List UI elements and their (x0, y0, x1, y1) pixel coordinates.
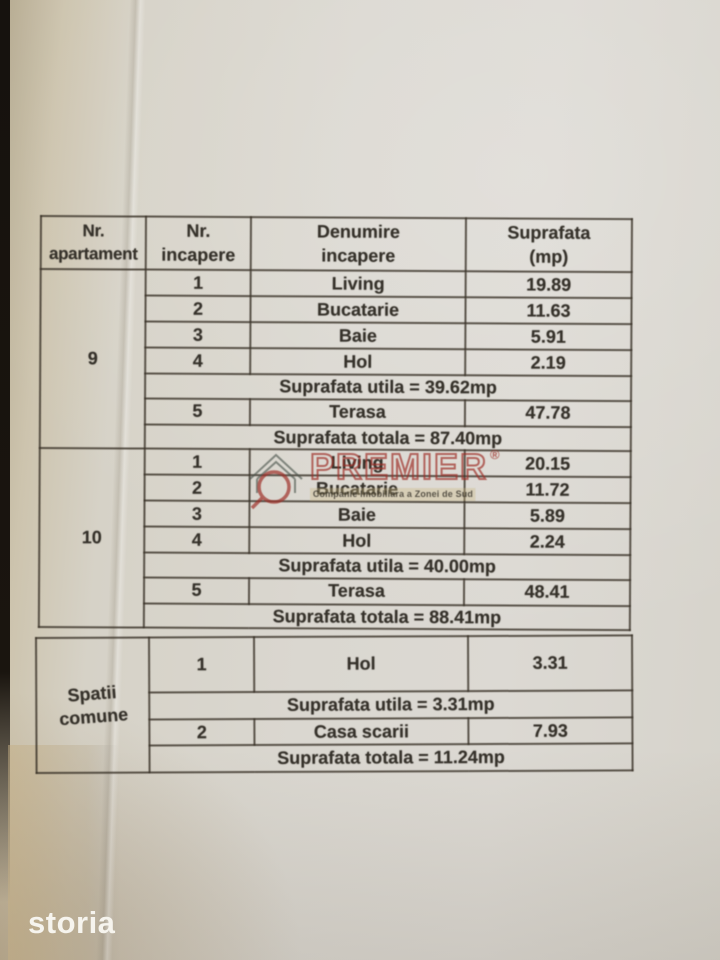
col-header-denumire: Denumire incapere (250, 217, 466, 272)
room-area: 20.15 (464, 450, 631, 478)
room-name: Terasa (249, 398, 466, 426)
room-area: 2.24 (464, 528, 631, 556)
apartments-area-table: Nr. apartament Nr. incapere Denumire inc… (37, 215, 633, 632)
table-header-row: Nr. apartament Nr. incapere Denumire inc… (40, 216, 632, 273)
room-nr: 3 (145, 321, 251, 349)
apartment-number-9: 9 (39, 269, 146, 449)
room-nr: 2 (149, 719, 255, 746)
room-name: Living (250, 270, 466, 298)
table-row: 9 1 Living 19.89 (39, 269, 632, 449)
col-header-suprafata: Suprafata (mp) (465, 218, 632, 273)
storia-logo: storia (28, 905, 116, 940)
suprafata-totala-common: Suprafata totala = 11.24mp (149, 743, 633, 773)
room-nr: 4 (144, 526, 250, 554)
room-name: Bucatarie (250, 296, 466, 324)
table-row: 10 1 Living 20.15 (38, 448, 631, 628)
room-name: Terasa (248, 577, 465, 605)
room-name: Hol (249, 527, 465, 555)
suprafata-totala-apt9: Suprafata totala = 87.40mp (144, 424, 631, 452)
room-area: 2.19 (465, 349, 632, 377)
table-row: Spatii comune 1 Hol 3.31 (36, 635, 633, 773)
suprafata-utila-apt10: Suprafata utila = 40.00mp (144, 552, 631, 580)
room-nr: 2 (145, 295, 251, 323)
room-name: Living (249, 449, 465, 477)
room-area: 47.78 (464, 399, 632, 427)
room-area: 5.91 (465, 323, 632, 351)
room-area: 7.93 (468, 717, 633, 745)
suprafata-utila-common: Suprafata utila = 3.31mp (149, 690, 633, 720)
room-name: Baie (249, 501, 465, 529)
room-area: 11.72 (464, 476, 631, 504)
room-name: Hol (254, 636, 469, 693)
room-nr: 2 (144, 474, 250, 502)
room-nr: 5 (144, 398, 251, 425)
room-nr: 5 (143, 577, 250, 604)
suprafata-totala-apt10: Suprafata totala = 88.41mp (143, 603, 630, 631)
room-nr: 1 (145, 269, 251, 297)
room-nr: 4 (145, 347, 251, 375)
room-name: Casa scarii (254, 718, 469, 746)
spatii-comune-text: Spatii comune (58, 681, 129, 729)
room-nr: 1 (144, 448, 250, 476)
room-area: 3.31 (468, 635, 633, 692)
room-nr: 3 (144, 500, 250, 528)
col-header-nr-apartament: Nr. apartament (40, 216, 146, 270)
room-area: 48.41 (463, 578, 631, 606)
suprafata-utila-apt9: Suprafata utila = 39.62mp (145, 373, 632, 401)
room-name: Baie (250, 322, 466, 350)
room-area: 5.89 (464, 502, 631, 530)
room-area: 11.63 (465, 297, 632, 325)
room-area: 19.89 (465, 271, 632, 299)
col-header-nr-incapere: Nr. incapere (145, 216, 251, 271)
room-nr: 1 (149, 637, 255, 693)
common-spaces-table: Spatii comune 1 Hol 3.31 Suprafata utila… (35, 634, 634, 774)
room-name: Hol (250, 348, 466, 376)
room-name: Bucatarie (249, 475, 465, 503)
spatii-comune-label: Spatii comune (36, 637, 150, 773)
photo-left-edge (0, 0, 10, 960)
apartment-number-10: 10 (38, 448, 145, 628)
paper-shadow-bottom-left (8, 745, 120, 960)
